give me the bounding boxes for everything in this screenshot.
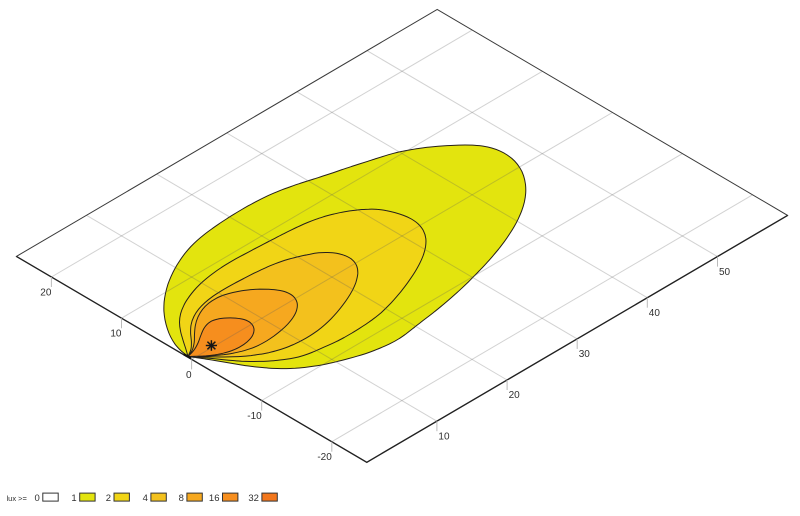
svg-text:16: 16 (209, 493, 220, 504)
svg-text:8: 8 (179, 493, 184, 504)
svg-text:30: 30 (579, 349, 591, 360)
svg-text:32: 32 (248, 493, 259, 504)
svg-text:4: 4 (143, 493, 148, 504)
svg-text:lux >=: lux >= (7, 494, 28, 503)
svg-text:20: 20 (40, 287, 52, 298)
svg-text:40: 40 (649, 308, 661, 319)
svg-text:1: 1 (71, 493, 76, 504)
svg-text:20: 20 (509, 390, 521, 401)
svg-text:0: 0 (186, 370, 192, 381)
svg-text:50: 50 (719, 267, 731, 278)
svg-text:0: 0 (35, 493, 40, 504)
svg-text:10: 10 (438, 431, 450, 442)
svg-text:-10: -10 (247, 411, 262, 422)
svg-text:2: 2 (106, 493, 111, 504)
svg-text:-20: -20 (317, 452, 332, 463)
svg-text:10: 10 (110, 329, 122, 340)
